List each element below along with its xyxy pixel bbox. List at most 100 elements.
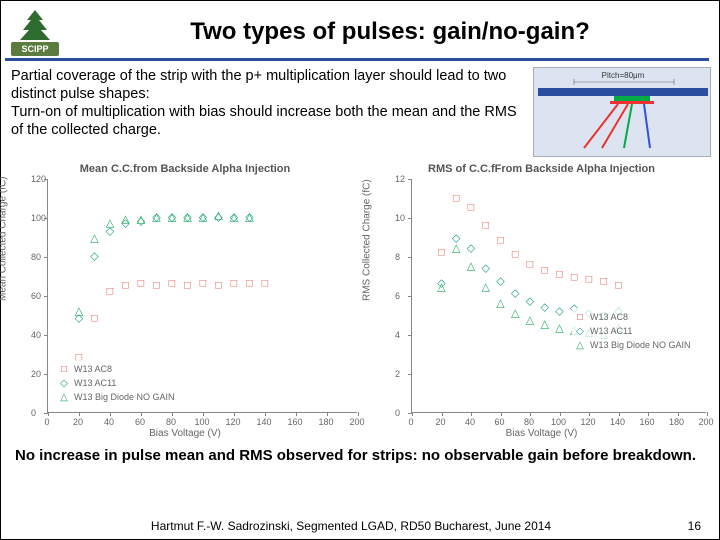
plot-area: □□□□□□□□□□□□□◇◇◇◇◇◇◇◇◇◇◇◇△△△△△△△△△△△△□W1… [47,179,357,413]
data-marker: □ [571,273,578,284]
legend-label: W13 AC11 [590,326,632,336]
y-tick: 100 [31,213,46,223]
data-marker: □ [122,281,129,292]
data-marker: △ [199,213,207,224]
x-tick: 100 [194,417,209,427]
x-tick: 0 [408,417,413,427]
data-marker: □ [453,193,460,204]
x-tick: 180 [669,417,684,427]
page-title: Two types of pulses: gain/no-gain? [71,18,709,46]
y-tick: 0 [395,408,400,418]
y-tick: 120 [31,174,46,184]
legend-marker-icon: □ [58,364,70,375]
tree-icon [14,8,56,42]
data-marker: △ [168,213,176,224]
y-tick: 2 [395,369,400,379]
x-tick: 160 [287,417,302,427]
data-marker: □ [615,281,622,292]
data-marker: △ [496,298,504,309]
y-tick: 6 [395,291,400,301]
data-marker: △ [541,320,549,331]
data-marker: □ [169,279,176,290]
data-marker: □ [231,279,238,290]
x-tick: 200 [349,417,364,427]
y-tick: 80 [31,252,41,262]
chart-xlabel: Bias Voltage (V) [5,428,365,439]
y-tick: 8 [395,252,400,262]
legend-label: W13 AC11 [74,378,116,388]
chart-title: RMS of C.C.fFrom Backside Alpha Injectio… [369,163,714,175]
data-marker: △ [467,261,475,272]
rms-cc-chart: RMS of C.C.fFrom Backside Alpha Injectio… [369,161,714,441]
data-marker: □ [600,277,607,288]
x-tick: 200 [698,417,713,427]
y-tick: 10 [395,213,405,223]
data-marker: △ [526,316,534,327]
x-tick: 160 [639,417,654,427]
x-tick: 40 [104,417,114,427]
x-tick: 20 [73,417,83,427]
data-marker: □ [541,265,548,276]
intro-row: Partial coverage of the strip with the p… [1,61,719,159]
data-marker: ◇ [541,302,549,313]
data-marker: △ [183,213,191,224]
data-marker: △ [214,211,222,222]
charts-row: Mean C.C.from Backside Alpha Injection M… [1,159,719,441]
x-tick: 120 [580,417,595,427]
x-tick: 80 [166,417,176,427]
data-marker: △ [137,214,145,225]
x-tick: 80 [524,417,534,427]
data-marker: □ [138,279,145,290]
y-tick: 40 [31,330,41,340]
y-tick: 20 [31,369,41,379]
data-marker: ◇ [467,244,475,255]
y-tick: 12 [395,174,405,184]
data-marker: □ [184,281,191,292]
data-marker: □ [527,259,534,270]
pitch-label: Pitch=80μm [602,71,645,80]
legend-item: □ W13 AC8 [58,362,175,376]
legend-item: ◇ W13 AC11 [574,324,691,338]
footer: Hartmut F.-W. Sadrozinski, Segmented LGA… [1,519,719,533]
chart-legend: □ W13 AC8 ◇ W13 AC11 △W13 Big Diode NO GAIN [56,360,177,406]
data-marker: □ [107,287,114,298]
data-marker: △ [75,306,83,317]
data-marker: △ [121,214,129,225]
data-marker: □ [200,279,207,290]
legend-marker-icon: ◇ [574,326,586,337]
data-marker: △ [230,213,238,224]
page-number: 16 [665,519,701,533]
x-tick: 40 [465,417,475,427]
legend-item: △W13 Big Diode NO GAIN [58,390,175,404]
data-marker: □ [556,269,563,280]
legend-label: W13 Big Diode NO GAIN [74,392,175,402]
chart-title: Mean C.C.from Backside Alpha Injection [5,163,365,175]
data-marker: □ [262,279,269,290]
data-marker: □ [246,279,253,290]
title-bar: SCIPP Two types of pulses: gain/no-gain? [5,5,709,61]
x-tick: 20 [435,417,445,427]
data-marker: □ [91,314,98,325]
data-marker: □ [586,275,593,286]
legend-marker-icon: ◇ [58,378,70,389]
data-marker: △ [245,213,253,224]
footer-text: Hartmut F.-W. Sadrozinski, Segmented LGA… [37,519,665,533]
data-marker: △ [437,283,445,294]
data-marker: ◇ [482,263,490,274]
data-marker: □ [482,220,489,231]
legend-marker-icon: △ [574,340,586,351]
data-marker: ◇ [496,277,504,288]
data-marker: △ [482,283,490,294]
y-tick: 4 [395,330,400,340]
conclusion-text: No increase in pulse mean and RMS observ… [1,441,719,465]
data-marker: ◇ [90,252,98,263]
scipp-label: SCIPP [11,42,59,56]
chart-ylabel: RMS Collected Charge (fC) [362,179,373,301]
intro-text: Partial coverage of the strip with the p… [11,67,523,157]
legend-label: W13 AC8 [590,312,628,322]
legend-label: W13 AC8 [74,364,112,374]
x-tick: 60 [494,417,504,427]
mean-cc-chart: Mean C.C.from Backside Alpha Injection M… [5,161,365,441]
data-marker: □ [438,248,445,259]
x-tick: 120 [225,417,240,427]
